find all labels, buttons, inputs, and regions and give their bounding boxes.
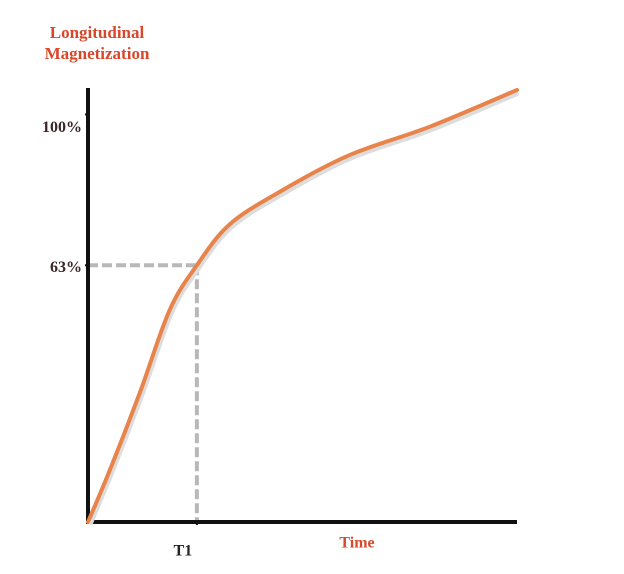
curve-shadow [85, 88, 520, 526]
y-axis-label: Longitudinal Magnetization [44, 23, 150, 63]
x-axis-label: Time [339, 535, 374, 552]
y-tick-label: 63% [50, 259, 82, 276]
y-tick-label: 100% [42, 119, 82, 136]
x-tick-label: T1 [174, 543, 193, 560]
curve [86, 88, 519, 524]
